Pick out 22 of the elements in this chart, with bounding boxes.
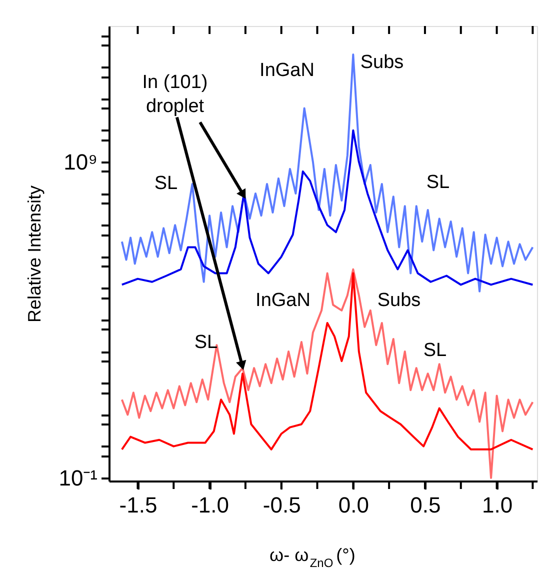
line-series xyxy=(120,268,534,479)
line-series xyxy=(120,272,534,450)
annotation: Subs xyxy=(377,290,421,311)
y-tick-label: 10⁹ xyxy=(64,149,98,174)
x-tick-label: 1.0 xyxy=(482,492,513,518)
annotation: In (101) droplet xyxy=(142,72,208,117)
annotation: Subs xyxy=(360,52,404,73)
x-tick-label: -1.0 xyxy=(191,492,229,518)
annotation: InGaN xyxy=(260,60,314,81)
annotation: SL xyxy=(154,173,178,194)
x-tick-label: 0.5 xyxy=(410,492,441,518)
annotation: SL xyxy=(194,332,218,353)
x-tick-label: -0.5 xyxy=(262,492,301,518)
annotation: InGaN xyxy=(256,290,310,311)
annotation: SL xyxy=(423,340,447,361)
x-tick-label: 0.0 xyxy=(338,492,369,518)
y-axis-title: Relative Intensity xyxy=(24,185,45,323)
y-tick-label: 10⁻¹ xyxy=(58,465,98,490)
x-tick-label: -1.5 xyxy=(119,492,158,518)
annotation: SL xyxy=(426,172,450,193)
line-series xyxy=(120,129,534,286)
line-series xyxy=(120,54,534,292)
